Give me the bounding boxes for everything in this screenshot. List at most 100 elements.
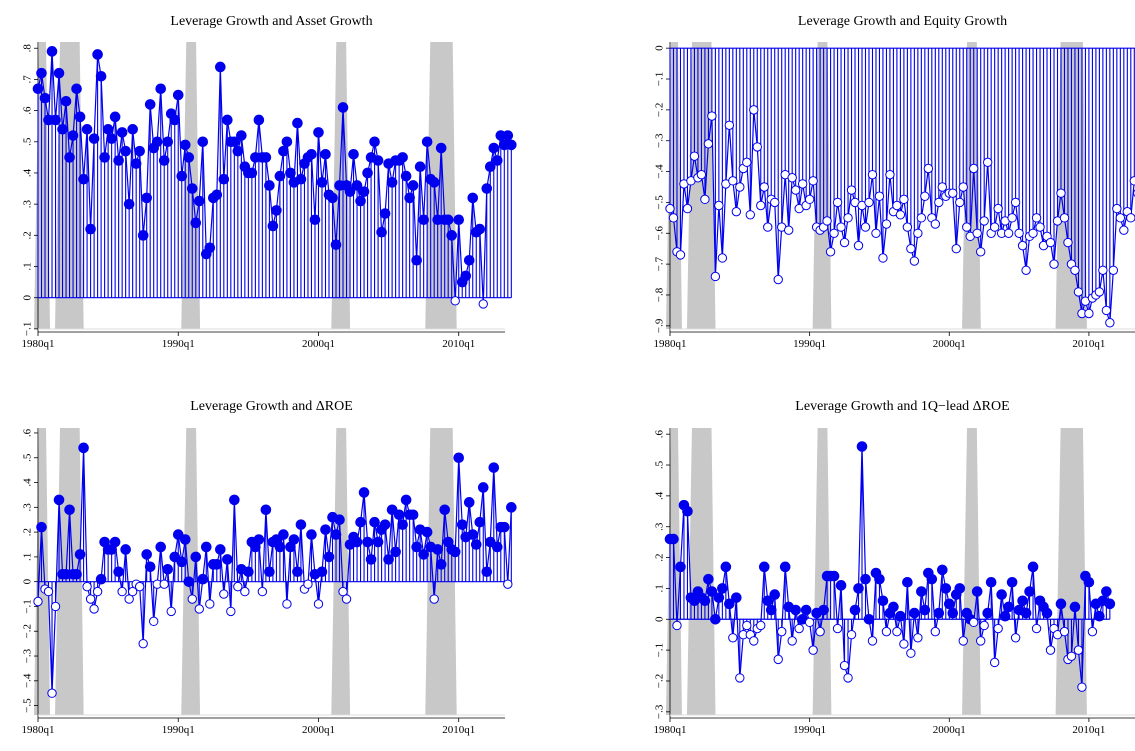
data-point xyxy=(211,559,223,570)
y-tick-label: −.3 xyxy=(654,133,666,148)
data-point xyxy=(358,186,370,197)
data-point xyxy=(267,220,279,232)
data-point xyxy=(979,216,989,226)
data-point xyxy=(463,497,475,508)
data-point xyxy=(113,566,124,578)
data-point xyxy=(414,161,426,173)
x-tick-label: 1990q1 xyxy=(793,724,826,736)
data-point xyxy=(728,176,738,186)
data-point xyxy=(906,648,916,658)
recession-band xyxy=(812,428,832,715)
panel-equity-growth: Leverage Growth and Equity Growth 0 −.1 −.… xyxy=(654,14,1135,350)
data-point xyxy=(474,516,486,528)
x-tick-label: 2000q1 xyxy=(302,338,335,350)
data-point xyxy=(197,136,209,148)
data-point xyxy=(777,626,787,637)
data-point xyxy=(117,586,127,597)
data-point xyxy=(211,189,223,201)
data-point xyxy=(193,195,205,207)
data-point xyxy=(881,219,892,229)
y-tick-label: .2 xyxy=(22,528,34,536)
data-point xyxy=(958,636,968,646)
data-point xyxy=(1066,651,1077,661)
data-point xyxy=(186,183,198,194)
data-point xyxy=(39,92,51,104)
y-tick-label: 0 xyxy=(654,45,666,51)
data-point xyxy=(877,595,889,607)
data-point xyxy=(450,296,460,306)
data-point xyxy=(491,155,503,166)
y-tick-label: −.1 xyxy=(22,599,34,613)
data-point xyxy=(257,586,268,597)
data-point xyxy=(200,541,212,553)
data-point xyxy=(675,561,686,573)
data-point xyxy=(82,581,92,592)
data-point xyxy=(839,237,850,248)
data-point xyxy=(937,182,947,192)
data-point xyxy=(109,536,121,548)
data-point xyxy=(909,256,920,266)
data-point xyxy=(864,197,874,208)
data-point xyxy=(320,148,331,160)
data-point xyxy=(78,173,89,185)
panel-title: Leverage Growth and Equity Growth xyxy=(798,14,1007,29)
data-point xyxy=(1115,213,1126,223)
data-point xyxy=(696,169,707,180)
data-point xyxy=(246,167,258,179)
data-point xyxy=(141,549,152,560)
data-point xyxy=(116,127,128,138)
data-point xyxy=(151,136,163,148)
data-point xyxy=(1073,645,1084,655)
data-point xyxy=(1059,626,1070,637)
data-point xyxy=(808,645,818,655)
data-point xyxy=(50,601,61,612)
data-point xyxy=(863,613,875,625)
data-point xyxy=(470,539,482,550)
y-tick-label: −.7 xyxy=(654,256,666,271)
data-point xyxy=(742,620,752,631)
data-point xyxy=(1094,610,1105,622)
data-point xyxy=(787,636,797,646)
data-point xyxy=(484,161,496,173)
y-tick-label: −.5 xyxy=(22,698,34,713)
data-point xyxy=(1056,188,1066,198)
data-point xyxy=(232,145,244,157)
data-point xyxy=(172,89,184,101)
data-point xyxy=(1087,626,1098,637)
data-point xyxy=(955,197,965,208)
data-point xyxy=(926,573,938,585)
data-point xyxy=(1006,576,1018,588)
data-point xyxy=(155,541,167,553)
data-point xyxy=(226,606,236,617)
data-point xyxy=(969,163,979,174)
data-point xyxy=(435,559,447,570)
data-point xyxy=(166,606,176,617)
data-point xyxy=(1003,601,1014,613)
x-tick-label: 2010q1 xyxy=(1072,724,1105,736)
data-point xyxy=(714,200,724,211)
data-point xyxy=(320,524,331,535)
y-tick-label: .1 xyxy=(22,553,34,561)
data-point xyxy=(478,299,488,309)
data-point xyxy=(794,623,804,634)
y-tick-label: −.1 xyxy=(22,322,34,336)
y-tick-label: −.9 xyxy=(654,318,666,333)
data-point xyxy=(1027,561,1039,573)
data-point xyxy=(264,566,275,578)
data-point xyxy=(1108,265,1119,275)
data-point xyxy=(971,586,983,597)
data-point xyxy=(183,152,195,163)
data-point xyxy=(1021,265,1031,275)
data-point xyxy=(1020,607,1032,619)
data-point xyxy=(390,546,401,558)
data-point xyxy=(47,688,57,698)
data-point xyxy=(271,205,282,216)
data-point xyxy=(916,586,927,597)
data-point xyxy=(106,133,117,144)
data-point xyxy=(951,244,961,254)
x-tick-label: 1980q1 xyxy=(22,338,55,350)
data-point xyxy=(1049,259,1059,269)
data-point xyxy=(134,145,145,157)
data-point xyxy=(899,639,909,649)
panel-delta-roe: Leverage Growth and ΔROE −.5 −.4 −.3 −.2 −.1… xyxy=(22,399,517,736)
